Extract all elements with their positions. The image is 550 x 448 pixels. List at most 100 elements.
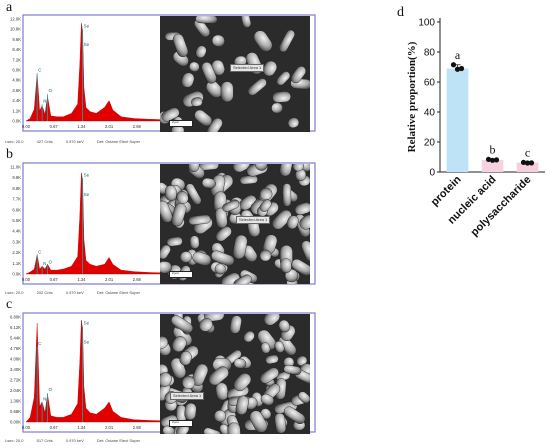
peak-label: Se xyxy=(84,192,90,197)
sem-image-b: Selected Area 1 2 µm xyxy=(160,164,310,284)
bacterial-cell xyxy=(181,72,195,88)
y-tick-label: 1.1K xyxy=(12,261,21,266)
bacterial-cell xyxy=(188,214,211,225)
bacterial-cell xyxy=(274,340,285,353)
bar-nucleic-acid xyxy=(481,160,504,172)
y-tick-label: 0.0K xyxy=(12,119,21,124)
bacterial-cell xyxy=(265,354,279,365)
bacterial-cell xyxy=(160,372,172,387)
footer-lsec: Lsec: 20.0 xyxy=(5,290,24,295)
footer-cnts: 517 Cnts xyxy=(36,438,53,443)
bacterial-cell xyxy=(201,62,217,84)
y-tick-label: 2.4K xyxy=(12,98,21,103)
data-point xyxy=(458,65,465,72)
significance-letter: a xyxy=(455,48,461,62)
eds-footer-b: Lsec: 20.0 202 Cnts 0.970 keV Det: Octan… xyxy=(5,290,152,295)
footer-det: Det: Octane Elect Super xyxy=(96,139,141,144)
bacterial-cell xyxy=(211,34,225,47)
bacterial-cell xyxy=(249,410,268,433)
footer-kev: 0.970 keV xyxy=(65,290,84,295)
footer-kev: 0.970 keV xyxy=(65,438,84,443)
y-tick-label: 60 xyxy=(424,78,436,89)
bacterial-cell xyxy=(195,45,207,58)
x-tick-label: 0.67 xyxy=(50,124,59,129)
y-tick-label: 40 xyxy=(424,108,436,119)
y-tick-label: 4.08K xyxy=(10,357,21,362)
bacterial-cell xyxy=(271,102,283,114)
y-tick-label: 1.2K xyxy=(12,108,21,113)
bacterial-cell xyxy=(253,30,273,52)
bacterial-cell xyxy=(185,183,202,205)
bacterial-cell xyxy=(299,214,310,230)
data-point xyxy=(485,156,492,162)
bacterial-cell xyxy=(286,215,299,230)
x-tick-label: 2.68 xyxy=(133,425,142,430)
bacterial-cell xyxy=(287,117,300,129)
eds-footer-c: Lsec: 20.0 517 Cnts 0.970 keV Det: Octan… xyxy=(5,438,152,443)
footer-kev: 0.970 keV xyxy=(65,139,84,144)
significance-letter: c xyxy=(525,145,530,159)
bacterial-cell xyxy=(259,199,272,212)
x-tick-label: 1.34 xyxy=(77,425,86,430)
peak-label: C xyxy=(38,250,42,255)
x-tick-label: 1.34 xyxy=(77,277,86,282)
eds-footer-a: Lsec: 20.0 427 Cnts 0.970 keV Det: Octan… xyxy=(5,139,152,144)
bacterial-cell xyxy=(166,236,183,247)
y-axis-label: Relative proportion(%) xyxy=(406,41,418,152)
y-tick-label: 0 xyxy=(429,168,435,179)
y-tick-label: 0.00K xyxy=(10,420,21,425)
footer-cnts: 202 Cnts xyxy=(36,290,53,295)
bacterial-cell xyxy=(276,71,291,86)
x-tick-label: 2.01 xyxy=(105,124,114,129)
y-tick-label: 10.8K xyxy=(10,27,21,32)
bacterial-cell xyxy=(214,410,227,423)
data-point xyxy=(493,157,500,163)
x-tick-label: 2.68 xyxy=(133,124,142,129)
peak-label: C xyxy=(38,341,42,346)
y-tick-label: 8.8K xyxy=(12,186,21,191)
bacterial-cell xyxy=(260,342,271,354)
bacterial-cell xyxy=(262,60,278,77)
bacterial-cell xyxy=(259,187,273,201)
panel-c-letter: c xyxy=(6,297,13,312)
y-tick-label: 20 xyxy=(424,138,436,149)
footer-det: Det: Octane Elect Super xyxy=(96,438,141,443)
bacterial-cell xyxy=(235,395,249,415)
bacterial-cell xyxy=(232,164,251,173)
bacterial-cell xyxy=(179,251,192,263)
peak-label: C xyxy=(38,68,42,73)
bacterial-cell xyxy=(232,234,248,260)
bacterial-cell xyxy=(194,109,213,127)
bacterial-cell xyxy=(290,66,307,84)
y-tick-label: 3.6K xyxy=(12,88,21,93)
panel-a-letter: a xyxy=(6,0,13,15)
sem-scale-bar xyxy=(169,271,193,278)
panel-d-letter: d xyxy=(397,5,404,20)
peak-label: O xyxy=(48,88,52,93)
bacterial-cell xyxy=(271,209,292,230)
peak-label: O xyxy=(48,387,52,392)
bacterial-cell xyxy=(172,33,189,58)
y-tick-label: 8.4K xyxy=(12,47,21,52)
y-tick-label: 12.0K xyxy=(10,17,21,22)
bacterial-cell xyxy=(179,351,192,366)
bacterial-cell xyxy=(220,81,234,103)
x-tick-label: 0.00 xyxy=(22,277,31,282)
bar-protein xyxy=(446,68,469,172)
bacterial-cell xyxy=(274,412,287,434)
footer-det: Det: Octane Elect Super xyxy=(96,290,141,295)
bacterial-cell xyxy=(160,336,169,350)
bacterial-cell xyxy=(278,319,291,333)
bacterial-cell xyxy=(182,375,196,390)
y-tick-label: 6.12K xyxy=(10,325,21,330)
y-tick-label: 3.40K xyxy=(10,367,21,372)
y-tick-label: 4.8K xyxy=(12,78,21,83)
eds-panel-b: 11.0K 9.9K 8.8K 7.7K 6.6K 5.5K 4.4K 3.3K 2.2K 1.1… xyxy=(0,160,320,300)
y-tick-label: 9.9K xyxy=(12,175,21,180)
bacterial-cell xyxy=(283,364,302,376)
peak-label: N xyxy=(43,98,46,103)
bacterial-cell xyxy=(233,358,247,369)
data-point xyxy=(450,62,457,68)
panel-b-letter: b xyxy=(6,147,13,162)
y-tick-label: 1.36K xyxy=(10,399,21,404)
